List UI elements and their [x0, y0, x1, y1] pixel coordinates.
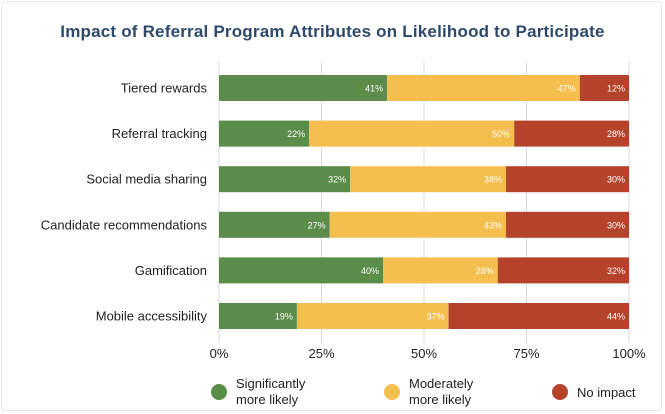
bar-segment	[219, 303, 297, 329]
bar-value-label: 27%	[308, 220, 326, 230]
bar-value-label: 22%	[287, 129, 305, 139]
legend-swatch	[552, 384, 568, 400]
chart-title: Impact of Referral Program Attributes on…	[60, 22, 605, 41]
bar-value-label: 30%	[607, 175, 625, 185]
bar-segment	[579, 75, 629, 101]
category-label: Tiered rewards	[121, 81, 208, 96]
category-label: Mobile accessibility	[96, 309, 208, 324]
bar-value-label: 47%	[558, 84, 576, 94]
bar-segment	[383, 257, 498, 284]
bar-value-label: 38%	[484, 175, 502, 185]
bar-value-label: 28%	[607, 129, 625, 139]
x-tick-label: 25%	[308, 346, 334, 361]
bar-segment	[506, 211, 629, 238]
legend-swatch	[384, 384, 400, 400]
bar-segment	[219, 211, 330, 238]
legend-label: more likely	[409, 392, 472, 407]
bar-value-label: 32%	[607, 266, 625, 276]
x-tick-label: 50%	[411, 346, 437, 361]
bar-segment	[350, 166, 506, 193]
x-tick-label: 100%	[612, 346, 646, 361]
bar-segment	[329, 211, 506, 238]
bar-value-label: 44%	[607, 312, 625, 322]
bar-value-label: 41%	[365, 84, 383, 94]
bar-segment	[448, 303, 629, 329]
legend-swatch	[211, 384, 227, 400]
bar-value-label: 40%	[361, 266, 379, 276]
category-label: Candidate recommendations	[41, 217, 208, 232]
bar-segment	[309, 120, 515, 147]
bar-value-label: 12%	[607, 84, 625, 94]
category-label: Referral tracking	[112, 126, 207, 141]
bar-segment	[219, 257, 383, 284]
bar-value-label: 32%	[328, 175, 346, 185]
bar-value-label: 30%	[607, 220, 625, 230]
bar-value-label: 37%	[427, 312, 445, 322]
bar-value-label: 50%	[492, 129, 510, 139]
bar-segment	[219, 120, 310, 147]
bar-segment	[506, 166, 629, 193]
legend-label: No impact	[577, 385, 636, 400]
legend-label: Moderately	[409, 376, 474, 391]
bar-value-label: 43%	[484, 220, 502, 230]
x-tick-label: 75%	[513, 346, 539, 361]
bar-segment	[514, 120, 629, 147]
bar-value-label: 19%	[275, 312, 293, 322]
bar-segment	[219, 166, 351, 193]
legend-label: more likely	[236, 392, 299, 407]
bar-segment	[219, 75, 388, 101]
bar-segment	[387, 75, 580, 101]
legend-label: Significantly	[236, 376, 306, 391]
x-tick-label: 0%	[210, 346, 229, 361]
category-label: Gamification	[135, 263, 207, 278]
bar-segment	[296, 303, 449, 329]
category-label: Social media sharing	[86, 172, 207, 187]
bar-segment	[497, 257, 629, 284]
bar-value-label: 28%	[476, 266, 494, 276]
